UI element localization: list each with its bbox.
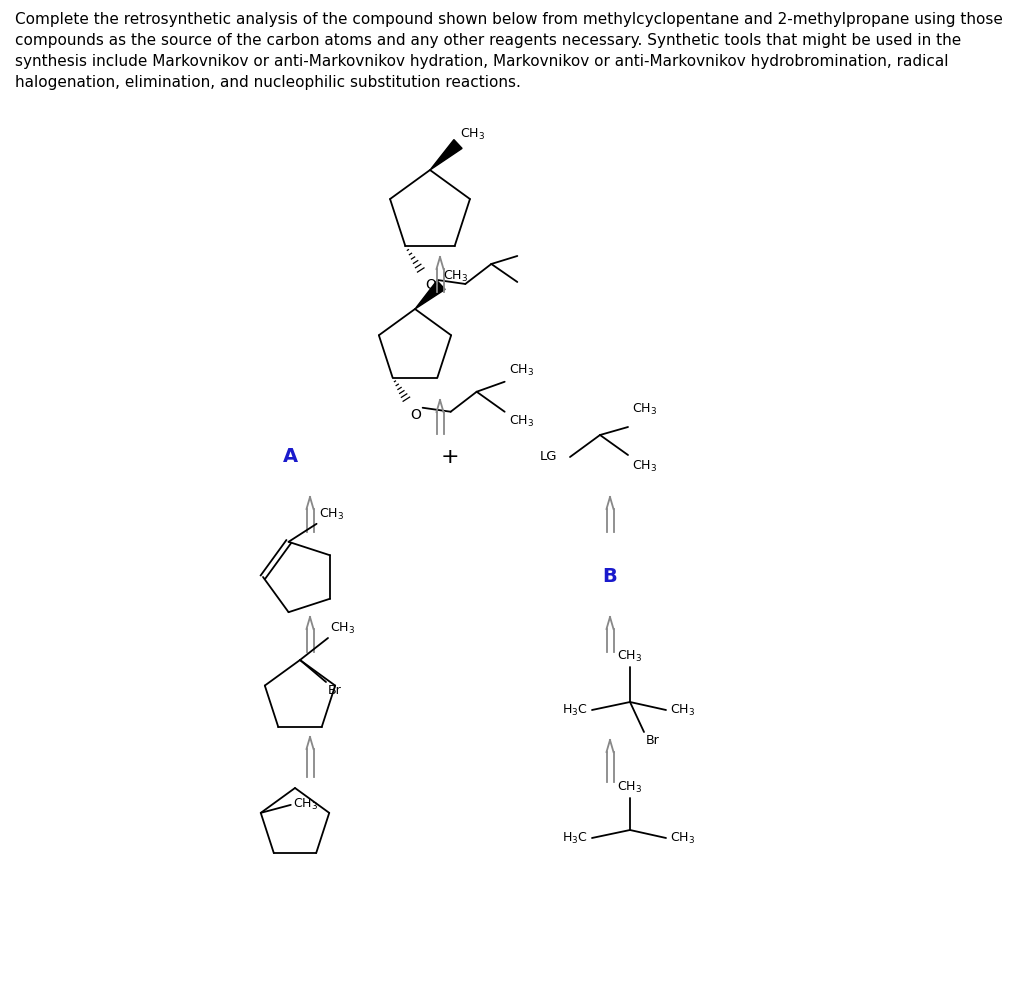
Text: LG: LG (540, 450, 557, 463)
Polygon shape (430, 140, 462, 170)
Text: Complete the retrosynthetic analysis of the compound shown below from methylcycl: Complete the retrosynthetic analysis of … (15, 12, 1002, 90)
Text: A: A (283, 447, 298, 466)
Text: $\mathrm{CH_3}$: $\mathrm{CH_3}$ (318, 507, 344, 522)
Text: $\mathrm{CH_3}$: $\mathrm{CH_3}$ (617, 780, 643, 795)
Text: B: B (603, 567, 617, 586)
Polygon shape (415, 281, 445, 309)
Text: $\mathrm{CH_3}$: $\mathrm{CH_3}$ (632, 459, 657, 474)
Text: $\mathrm{CH_3}$: $\mathrm{CH_3}$ (670, 702, 695, 717)
Text: $\mathrm{CH_3}$: $\mathrm{CH_3}$ (509, 363, 534, 378)
Text: $\mathrm{CH_3}$: $\mathrm{CH_3}$ (632, 402, 657, 417)
Text: $\mathrm{CH_3}$: $\mathrm{CH_3}$ (509, 414, 534, 429)
Text: +: + (440, 447, 460, 467)
Text: O: O (411, 408, 422, 422)
Text: O: O (425, 278, 436, 292)
Text: $\mathrm{CH_3}$: $\mathrm{CH_3}$ (293, 798, 317, 812)
Text: $\mathrm{H_3C}$: $\mathrm{H_3C}$ (562, 702, 588, 717)
Text: Br: Br (328, 684, 342, 697)
Text: $\mathrm{CH_3}$: $\mathrm{CH_3}$ (617, 649, 643, 664)
Text: Br: Br (646, 734, 659, 747)
Text: $\mathrm{CH_3}$: $\mathrm{CH_3}$ (330, 621, 355, 636)
Text: $\mathrm{H_3C}$: $\mathrm{H_3C}$ (562, 830, 588, 845)
Text: $\mathrm{CH_3}$: $\mathrm{CH_3}$ (670, 830, 695, 845)
Text: $\mathrm{CH_3}$: $\mathrm{CH_3}$ (443, 269, 468, 284)
Text: $\mathrm{CH_3}$: $\mathrm{CH_3}$ (460, 127, 485, 142)
